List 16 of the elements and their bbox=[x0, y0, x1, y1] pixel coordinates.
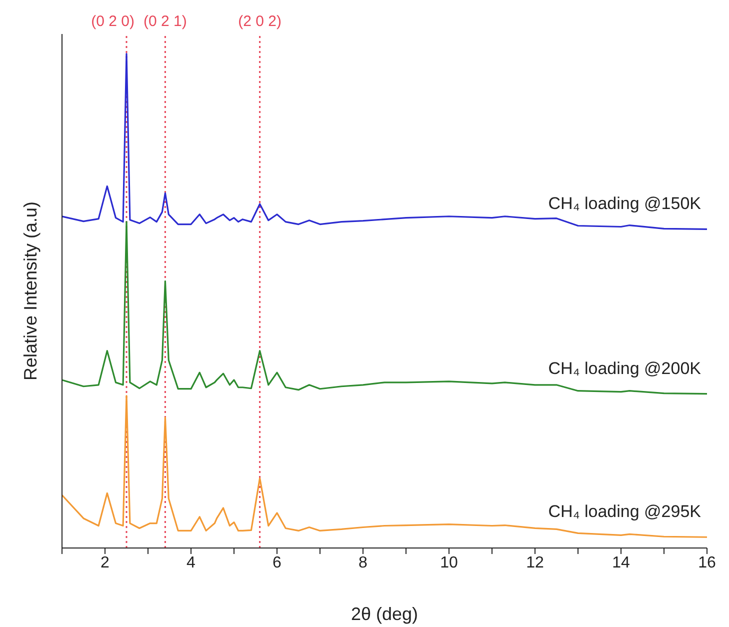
x-tick-label: 2 bbox=[100, 554, 110, 572]
x-tick-label: 4 bbox=[186, 554, 196, 572]
series-label: CH₄ loading @150K bbox=[548, 194, 702, 214]
x-tick-label: 12 bbox=[526, 554, 544, 572]
text: (0 2 1) bbox=[144, 13, 187, 30]
y-axis-title: Relative Intensity (a.u) bbox=[20, 201, 40, 381]
x-tick-label: 14 bbox=[612, 554, 630, 572]
x-axis-title: 2θ (deg) bbox=[350, 604, 418, 624]
x-tick-label: 6 bbox=[272, 554, 282, 572]
series-label: CH₄ loading @200K bbox=[548, 358, 702, 378]
series-label: CH₄ loading @295K bbox=[548, 502, 702, 522]
x-tick-label: 10 bbox=[440, 554, 458, 572]
text: (0 2 0) bbox=[91, 13, 134, 30]
text: (2 0 2) bbox=[238, 13, 282, 30]
x-tick-label: 16 bbox=[698, 554, 716, 572]
x-tick-label: 8 bbox=[358, 554, 368, 572]
